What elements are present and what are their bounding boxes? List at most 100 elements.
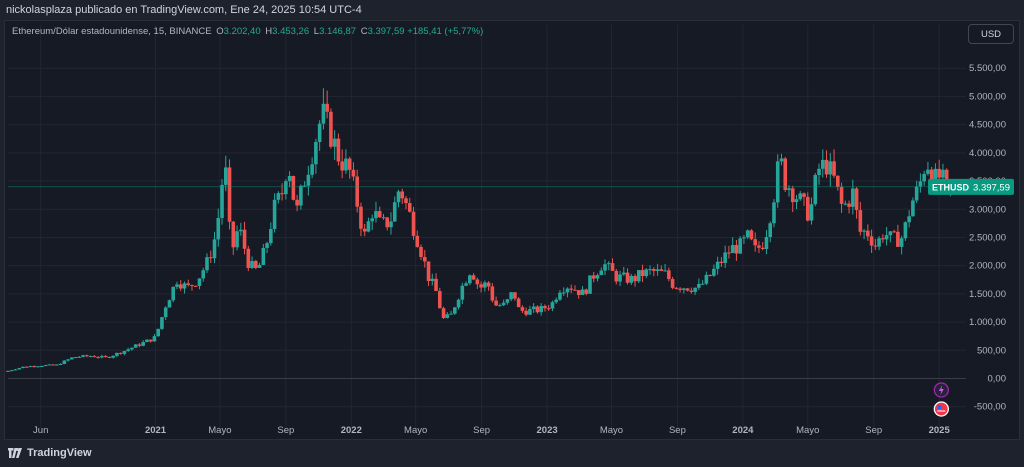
candle-body xyxy=(235,231,239,248)
lightning-glyph xyxy=(938,385,944,395)
candle-body xyxy=(805,196,810,221)
candle-body xyxy=(772,202,776,224)
candle-body xyxy=(392,202,397,222)
candle-body xyxy=(133,344,138,348)
change-value: +185,41 (+5,77%) xyxy=(407,26,484,37)
x-tick-label: Jun xyxy=(33,425,48,436)
candle-body xyxy=(39,365,44,367)
candle-body xyxy=(385,217,390,228)
candle-body xyxy=(32,366,37,368)
y-tick-label: 500,00 xyxy=(977,345,1006,356)
footer-bar: TradingView xyxy=(0,441,1024,467)
x-tick-label: Sep xyxy=(473,425,490,436)
candle-body xyxy=(389,221,393,228)
y-tick-label: 5.500,00 xyxy=(969,63,1006,74)
x-tick-label: Sep xyxy=(669,425,686,436)
candle-body xyxy=(501,302,506,306)
candle-body xyxy=(111,355,115,358)
candle-body xyxy=(471,275,476,280)
x-tick-label: 2024 xyxy=(732,425,754,436)
candle-body xyxy=(100,355,104,358)
candle-body xyxy=(599,270,604,276)
open-value: 3.202,40 xyxy=(223,26,261,37)
candle-body xyxy=(682,288,686,290)
candle-body xyxy=(944,169,949,187)
candle-body xyxy=(580,289,585,295)
x-tick-label: Mayo xyxy=(404,425,427,436)
candle-body xyxy=(734,245,739,254)
y-tick-label: 5.000,00 xyxy=(969,91,1006,102)
candle-body xyxy=(175,284,179,287)
candle-body xyxy=(453,307,457,314)
candle-body xyxy=(36,366,40,368)
candle-body xyxy=(238,229,243,232)
x-tick-label: Mayo xyxy=(600,425,623,436)
candle-body xyxy=(55,364,59,366)
candle-body xyxy=(17,368,22,370)
candle-body xyxy=(899,238,904,247)
candle-body xyxy=(21,366,25,369)
candle-body xyxy=(753,239,757,246)
candle-body xyxy=(584,289,589,294)
candle-body xyxy=(445,314,450,318)
candle-body xyxy=(659,269,664,271)
candle-body xyxy=(13,369,18,371)
candle-body xyxy=(250,261,254,269)
close-value: 3.397,59 xyxy=(367,26,405,37)
candle-body xyxy=(595,275,600,279)
candle-body xyxy=(490,286,495,301)
candle-body xyxy=(407,203,412,212)
candle-body xyxy=(434,278,438,292)
candle-body xyxy=(873,245,878,247)
candle-body xyxy=(347,158,352,170)
candle-body xyxy=(47,364,52,366)
candle-body xyxy=(670,279,675,288)
candle-body xyxy=(787,188,791,190)
candle-body xyxy=(505,299,510,303)
candle-body xyxy=(460,285,465,300)
candle-body xyxy=(569,288,574,290)
candle-body xyxy=(618,274,622,282)
candle-body xyxy=(351,169,356,177)
candle-body xyxy=(667,270,671,280)
candle-body xyxy=(858,210,863,232)
candle-body xyxy=(223,167,228,185)
candle-body xyxy=(254,261,258,268)
tradingview-brand[interactable]: TradingView xyxy=(8,447,92,459)
candle-body xyxy=(918,181,923,187)
candle-body xyxy=(839,186,844,204)
low-value: 3.146,87 xyxy=(319,26,357,37)
candle-body xyxy=(193,285,198,287)
candle-body xyxy=(715,261,720,269)
flag-canton xyxy=(937,405,942,409)
candle-body xyxy=(513,292,517,299)
candle-body xyxy=(422,256,427,262)
candle-body xyxy=(775,161,780,203)
tradingview-logo-icon xyxy=(8,448,22,458)
candle-body xyxy=(941,169,945,178)
candle-body xyxy=(479,284,483,288)
candle-body xyxy=(723,252,727,263)
candle-body xyxy=(869,236,874,246)
candle-body xyxy=(933,168,938,187)
currency-button[interactable]: USD xyxy=(968,24,1014,44)
candle-body xyxy=(437,291,442,309)
candle-body xyxy=(881,238,885,240)
candle-body xyxy=(325,103,329,112)
candle-body xyxy=(295,199,299,206)
candle-body xyxy=(614,270,619,282)
publisher-bar: nickolasplaza publicado en TradingView.c… xyxy=(0,0,1024,20)
candle-body xyxy=(314,142,318,165)
candle-body xyxy=(359,206,363,229)
candle-body xyxy=(802,193,806,197)
candle-body xyxy=(362,228,367,232)
chart-panel[interactable] xyxy=(4,20,1020,440)
candle-body xyxy=(603,264,607,271)
candle-body xyxy=(231,221,236,248)
candle-body xyxy=(216,217,221,240)
candle-body xyxy=(558,292,562,300)
candle-body xyxy=(847,203,851,207)
candle-body xyxy=(66,359,70,361)
candle-body xyxy=(85,355,89,357)
